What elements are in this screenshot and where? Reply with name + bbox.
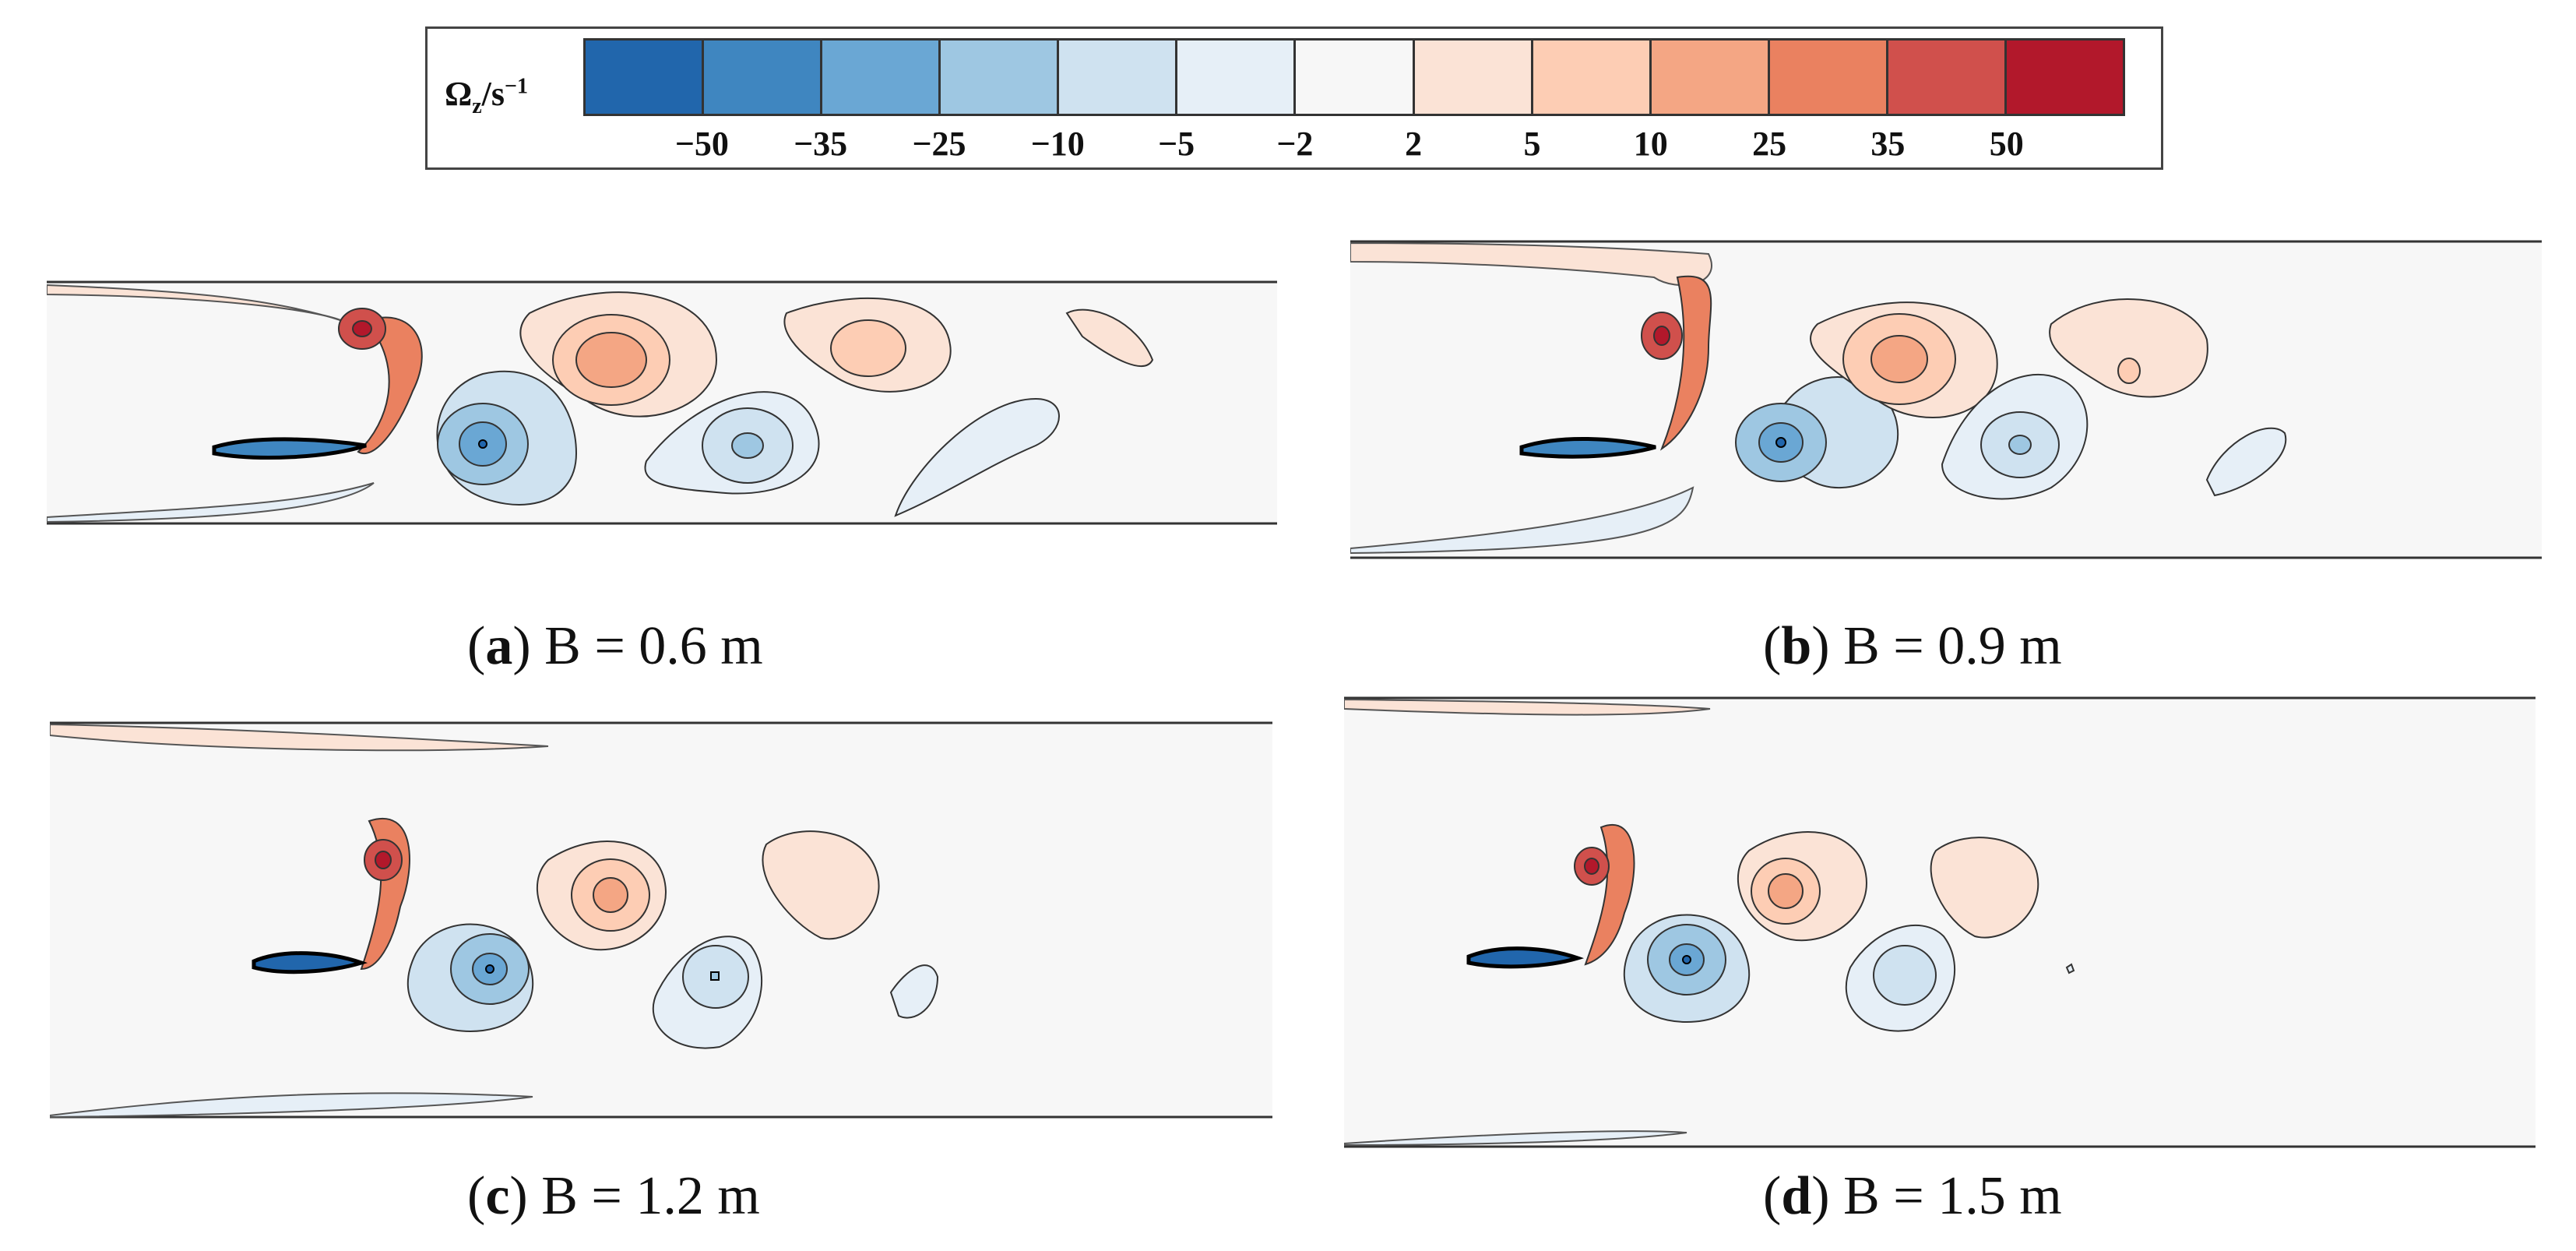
colorbar-label: Ωz/s−1 bbox=[445, 74, 528, 118]
colorbar-swatches bbox=[583, 38, 2125, 116]
colorbar-swatch bbox=[1533, 41, 1652, 114]
colorbar-swatch bbox=[2006, 41, 2124, 114]
colorbar-swatch bbox=[1651, 41, 1770, 114]
colorbar-legend: Ωz/s−1 −50 −35 −25 −10 −5 −2 2 5 10 25 35 50 bbox=[425, 26, 2163, 170]
colorbar-tick-label: 5 bbox=[1523, 125, 1541, 163]
colorbar-swatch bbox=[1888, 41, 2007, 114]
colorbar-swatch bbox=[822, 41, 941, 114]
panel-d-caption: (d) B = 1.5 m bbox=[1763, 1166, 2062, 1226]
colorbar-tick-label: 10 bbox=[1633, 125, 1668, 163]
colorbar-tick-label: −2 bbox=[1276, 125, 1314, 163]
colorbar-tick-label: 25 bbox=[1752, 125, 1787, 163]
colorbar-tick-label: −25 bbox=[912, 125, 966, 163]
panel-a-plot bbox=[47, 274, 1277, 531]
panel-b-plot bbox=[1350, 238, 2542, 566]
colorbar-swatch bbox=[586, 41, 705, 114]
colorbar-tick-label: −5 bbox=[1157, 125, 1195, 163]
colorbar-swatch bbox=[1769, 41, 1888, 114]
colorbar-swatch bbox=[1414, 41, 1533, 114]
colorbar-tick-label: −10 bbox=[1030, 125, 1085, 163]
colorbar-swatch bbox=[1296, 41, 1415, 114]
colorbar-swatch bbox=[941, 41, 1060, 114]
colorbar-swatch bbox=[1059, 41, 1178, 114]
panel-a-caption: (a) B = 0.6 m bbox=[467, 616, 763, 676]
colorbar-tick-label: −50 bbox=[674, 125, 729, 163]
panel-d-plot bbox=[1344, 695, 2536, 1154]
colorbar-tick-label: −35 bbox=[794, 125, 848, 163]
panel-b-caption: (b) B = 0.9 m bbox=[1763, 616, 2062, 676]
colorbar-tick-label: 50 bbox=[1989, 125, 2024, 163]
colorbar-tick-label: 2 bbox=[1405, 125, 1423, 163]
colorbar-tick-label: 35 bbox=[1870, 125, 1906, 163]
panel-c-caption: (c) B = 1.2 m bbox=[467, 1166, 760, 1226]
colorbar-swatch bbox=[1177, 41, 1297, 114]
panel-c-plot bbox=[50, 720, 1272, 1125]
colorbar-swatch bbox=[704, 41, 823, 114]
